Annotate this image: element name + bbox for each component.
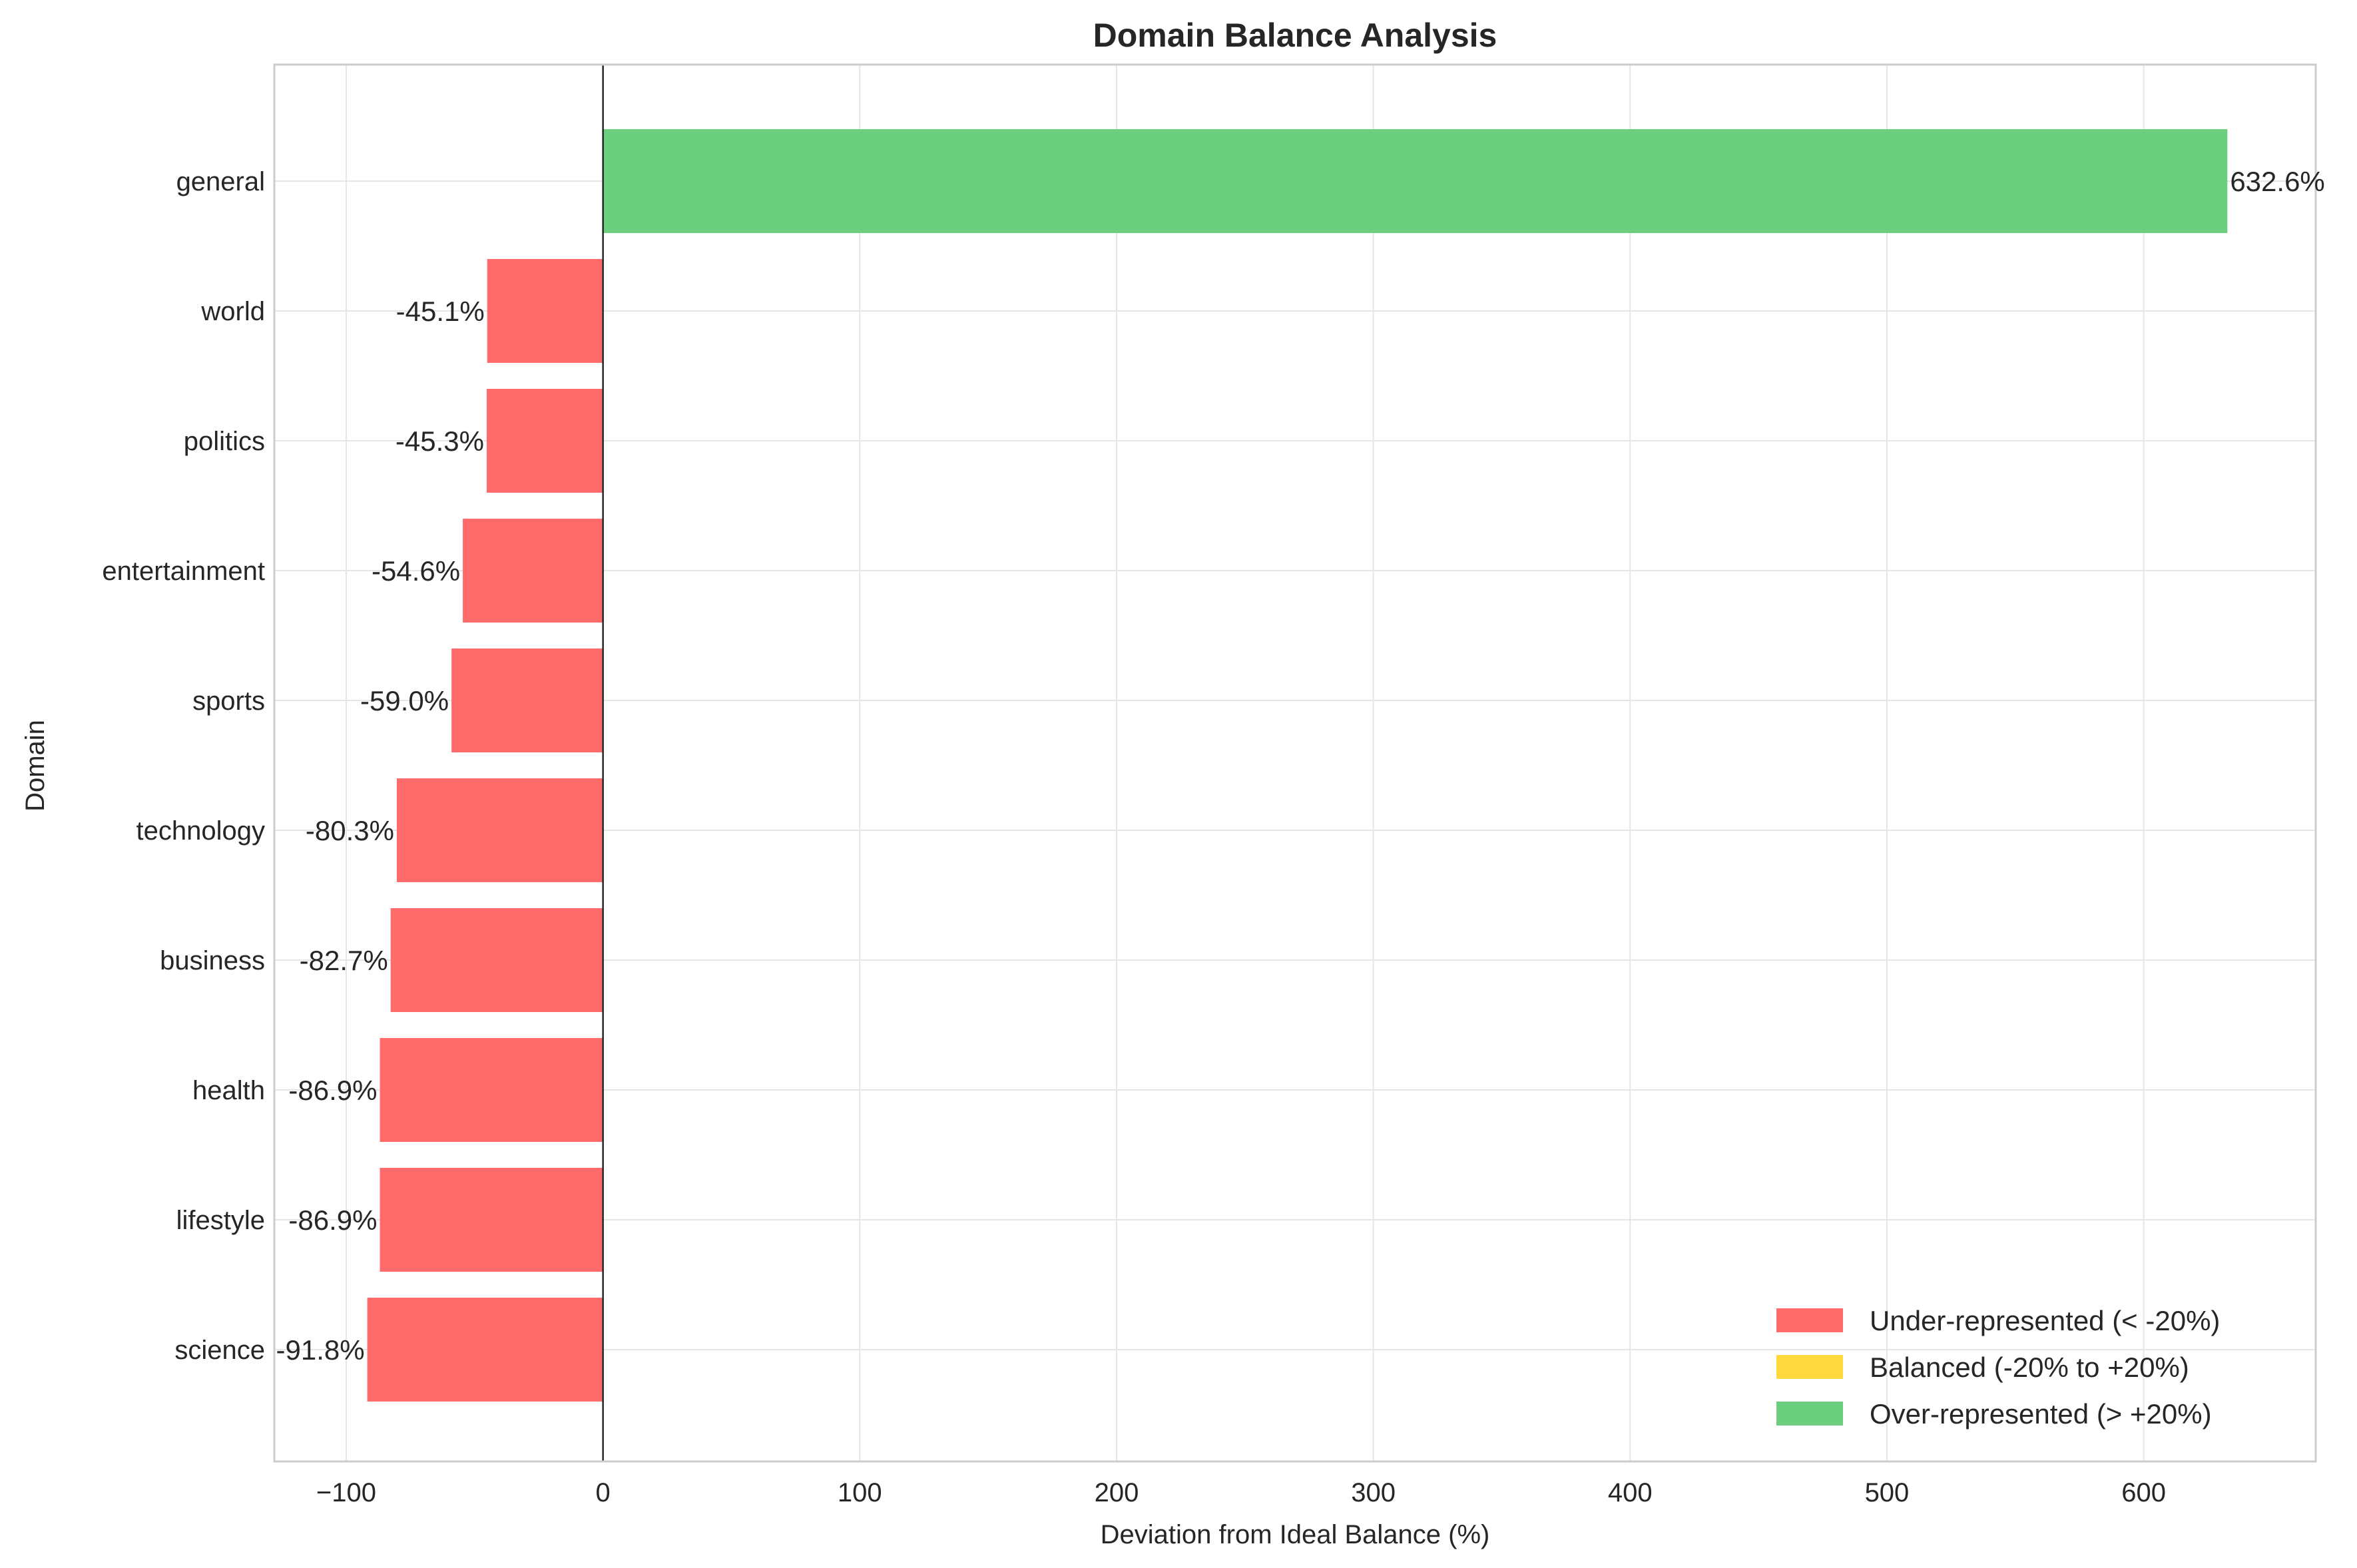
data-label-sports: -59.0% xyxy=(360,685,449,716)
data-label-politics: -45.3% xyxy=(395,425,484,457)
y-tick-label-general: general xyxy=(176,167,265,196)
y-tick-label-science: science xyxy=(174,1336,265,1365)
legend-swatch xyxy=(1776,1402,1843,1426)
y-tick-label-lifestyle: lifestyle xyxy=(176,1206,265,1235)
data-labels: 632.6% -45.1% -45.3% -54.6% -59.0% -80.3% -82.… xyxy=(276,166,2325,1366)
data-label-science: -91.8% xyxy=(276,1334,365,1366)
y-tick-label-sports: sports xyxy=(192,686,265,716)
data-label-technology: -80.3% xyxy=(306,815,394,846)
bar-technology xyxy=(396,778,603,882)
tick-labels: −100 0 100 200 300 400 500 600 general world polit… xyxy=(102,167,2166,1507)
x-tick-label: 500 xyxy=(1865,1478,1910,1507)
y-tick-label-health: health xyxy=(192,1076,265,1105)
legend-swatch xyxy=(1776,1355,1843,1379)
bar-lifestyle xyxy=(380,1168,603,1272)
bar-health xyxy=(380,1038,603,1142)
x-tick-label: −100 xyxy=(316,1478,376,1507)
x-tick-label: 0 xyxy=(596,1478,611,1507)
bar-business xyxy=(390,908,603,1012)
y-tick-label-business: business xyxy=(160,946,265,975)
bar-entertainment xyxy=(463,519,603,623)
data-label-lifestyle: -86.9% xyxy=(288,1204,377,1236)
data-label-entertainment: -54.6% xyxy=(372,555,460,587)
y-tick-label-world: world xyxy=(200,297,265,326)
x-tick-label: 600 xyxy=(2121,1478,2166,1507)
legend-label: Over-represented (> +20%) xyxy=(1870,1398,2212,1430)
legend-label: Under-represented (< -20%) xyxy=(1870,1305,2220,1336)
bar-science xyxy=(367,1298,603,1402)
x-tick-label: 400 xyxy=(1608,1478,1653,1507)
y-tick-label-politics: politics xyxy=(184,427,265,456)
bar-politics xyxy=(486,389,603,493)
legend-swatch xyxy=(1776,1308,1843,1332)
y-tick-label-entertainment: entertainment xyxy=(102,557,265,586)
legend-label: Balanced (-20% to +20%) xyxy=(1870,1352,2189,1383)
bar-general xyxy=(603,129,2228,233)
data-label-business: -82.7% xyxy=(300,945,388,976)
x-tick-label: 200 xyxy=(1095,1478,1139,1507)
y-axis-label: Domain xyxy=(21,720,50,812)
data-label-health: -86.9% xyxy=(288,1075,377,1106)
chart-title: Domain Balance Analysis xyxy=(1093,17,1497,54)
x-tick-label: 100 xyxy=(838,1478,882,1507)
plot-frame xyxy=(273,63,2317,1463)
bar-sports xyxy=(451,649,603,752)
data-label-general: 632.6% xyxy=(2230,166,2324,197)
x-tick-label: 300 xyxy=(1351,1478,1396,1507)
y-tick-label-technology: technology xyxy=(136,816,265,846)
data-label-world: -45.1% xyxy=(396,296,485,327)
bar-world xyxy=(487,259,603,363)
legend: Under-represented (< -20%) Balanced (-20%… xyxy=(1776,1305,2220,1430)
bars xyxy=(367,129,2228,1402)
x-axis-label: Deviation from Ideal Balance (%) xyxy=(1101,1520,1490,1549)
